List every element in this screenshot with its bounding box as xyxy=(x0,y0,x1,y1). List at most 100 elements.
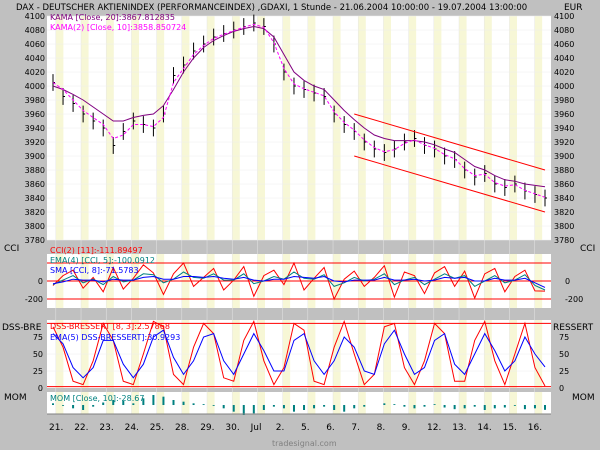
dss-y-tick-left: 0 xyxy=(38,384,43,393)
day-band xyxy=(131,392,139,414)
dss-y-tick-left: 75 xyxy=(33,333,43,342)
price-y-tick-left: 4060 xyxy=(25,40,45,49)
price-y-tick-left: 3900 xyxy=(25,152,45,161)
kama2-line xyxy=(52,23,546,198)
price-y-tick-left: 3880 xyxy=(25,166,45,175)
day-band xyxy=(257,392,265,414)
price-y-tick-right: 4020 xyxy=(554,68,574,77)
price-legend-entry: KAMA(2) [Close, 10]:3858.850724 xyxy=(50,23,186,32)
x-tick-label: 8. xyxy=(377,423,386,433)
price-y-tick-right: 3820 xyxy=(554,208,574,217)
price-y-tick-left: 4000 xyxy=(25,82,45,91)
day-band xyxy=(181,392,190,414)
cci-legend-entry: SMA [CCI, 8]:-71.5783 xyxy=(50,266,139,275)
price-y-tick-left: 4040 xyxy=(25,54,45,63)
price-y-tick-left: 3800 xyxy=(25,222,45,231)
day-band xyxy=(55,392,64,414)
currency-label: EUR xyxy=(564,3,583,13)
mom-panel-label-right: MOM xyxy=(572,393,595,403)
day-band xyxy=(207,392,215,414)
cci-y-tick-left: 0 xyxy=(38,277,43,286)
x-tick-label: 29. xyxy=(200,423,214,433)
price-y-tick-right: 3860 xyxy=(554,180,574,189)
price-y-tick-left: 3940 xyxy=(25,124,45,133)
day-band xyxy=(232,392,240,414)
price-y-tick-left: 3780 xyxy=(25,236,45,245)
kama20-line xyxy=(52,25,546,188)
x-tick-label: 12. xyxy=(427,423,441,433)
day-band xyxy=(408,392,417,414)
price-y-tick-right: 4040 xyxy=(554,54,574,63)
x-tick-label: 21. xyxy=(49,423,63,433)
x-tick-label: Jul xyxy=(250,423,262,433)
day-band xyxy=(106,392,114,414)
chart-title: DAX - DEUTSCHER AKTIENINDEX (PERFORMANCE… xyxy=(16,3,527,13)
channel-lower-line xyxy=(354,155,546,213)
dss-y-tick-right: 50 xyxy=(559,350,569,359)
price-y-tick-right: 3920 xyxy=(554,138,574,147)
mom-panel-label-left: MOM xyxy=(4,393,27,403)
x-tick-label: 22. xyxy=(74,423,88,433)
x-tick-label: 6. xyxy=(326,423,335,433)
price-y-tick-right: 3880 xyxy=(554,166,574,175)
mom-panel: MOM [Close, 10]:-28.67 xyxy=(50,394,546,415)
price-y-tick-right: 3840 xyxy=(554,194,574,203)
dss-panel-label-left: DSS-BRE xyxy=(2,323,42,333)
x-tick-label: 14. xyxy=(477,423,491,433)
dss-y-tick-left: 50 xyxy=(33,350,43,359)
cci-legend-entry: CCI(2) [11]:-111.89497 xyxy=(50,246,143,255)
day-band xyxy=(534,392,543,414)
day-band xyxy=(433,392,442,414)
dss-legend-entry: EMA(5) DSS-BRESSERT]:30.9293 xyxy=(50,333,180,342)
dss-panel-label-right: RESSERT xyxy=(553,323,594,333)
mom-legend-entry: MOM [Close, 10]:-28.67 xyxy=(50,394,144,403)
x-tick-label: 30. xyxy=(225,423,239,433)
price-y-tick-right: 4060 xyxy=(554,40,574,49)
watermark: tradesignal.com xyxy=(272,439,337,448)
price-y-tick-right: 4100 xyxy=(554,12,574,21)
price-y-tick-right: 3800 xyxy=(554,222,574,231)
day-band xyxy=(459,392,467,414)
cci-panel-label-right: CCI xyxy=(580,244,595,254)
x-tick-label: 24. xyxy=(125,423,139,433)
day-band xyxy=(307,392,316,414)
day-band xyxy=(156,392,165,414)
price-y-tick-left: 4020 xyxy=(25,68,45,77)
x-tick-label: 5. xyxy=(301,423,310,433)
dss-legend-entry: DSS-BRESSERT [8, 3]:2.57868 xyxy=(50,322,170,331)
day-band xyxy=(333,392,341,414)
dss-line xyxy=(52,319,546,387)
price-y-tick-left: 3840 xyxy=(25,194,45,203)
x-tick-label: 28. xyxy=(175,423,189,433)
price-y-tick-right: 3980 xyxy=(554,96,574,105)
day-band xyxy=(509,392,517,414)
cci-y-tick-left: -200 xyxy=(25,295,43,304)
x-tick-label: 23. xyxy=(99,423,113,433)
price-y-tick-left: 3920 xyxy=(25,138,45,147)
axes: 21. 22. 23. 24. 25. 28. 29. 30. Jul 2. 5. 6. 7. 8. 9. 1… xyxy=(2,12,595,433)
dss-y-tick-right: 0 xyxy=(559,384,564,393)
dss-y-tick-right: 25 xyxy=(559,367,569,376)
x-tick-label: 9. xyxy=(402,423,411,433)
day-band xyxy=(358,392,366,414)
cci-y-tick-right: 0 xyxy=(565,277,570,286)
price-y-tick-right: 3900 xyxy=(554,152,574,161)
day-band xyxy=(383,392,391,414)
x-tick-label: 16. xyxy=(528,423,542,433)
price-y-tick-left: 3980 xyxy=(25,96,45,105)
x-tick-label: 13. xyxy=(452,423,466,433)
cci-y-tick-right: -200 xyxy=(565,295,583,304)
x-tick-label: 2. xyxy=(276,423,285,433)
price-legend-entry: KAMA [Close, 20]:3867.812835 xyxy=(50,13,175,22)
price-y-tick-right: 3780 xyxy=(554,236,574,245)
x-tick-label: 25. xyxy=(150,423,164,433)
cci-legend-entry: EMA(4) [CCI, 5]:-100.0912 xyxy=(50,256,155,265)
x-tick-label: 7. xyxy=(351,423,360,433)
price-y-tick-right: 3940 xyxy=(554,124,574,133)
panel-bg-mom xyxy=(47,392,551,414)
day-band xyxy=(484,392,492,414)
cci-sma-line xyxy=(52,275,546,288)
